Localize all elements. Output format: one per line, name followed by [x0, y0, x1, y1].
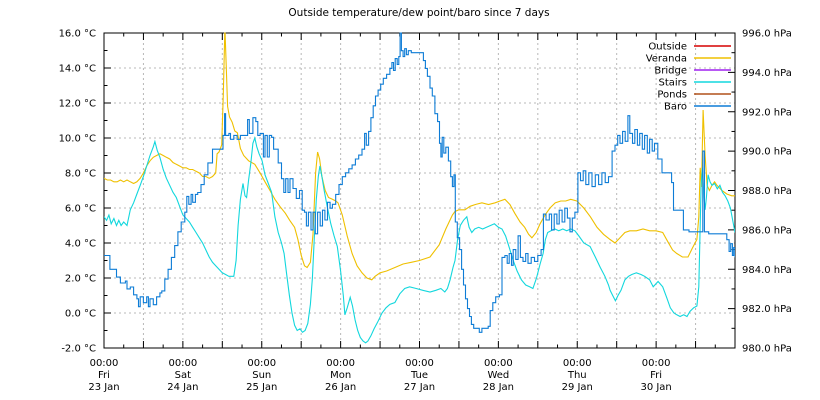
right-tick-label: 986.0 hPa	[742, 225, 792, 236]
legend-entry-veranda: Veranda	[646, 54, 731, 65]
left-tick-label: 6.0 °C	[65, 204, 96, 215]
legend-entry-bridge: Bridge	[654, 66, 731, 77]
svg-text:Wed: Wed	[487, 370, 509, 381]
svg-text:28 Jan: 28 Jan	[483, 382, 514, 393]
right-tick-label: 984.0 hPa	[742, 265, 792, 276]
data-series	[104, 32, 735, 344]
left-tick-label: 16.0 °C	[59, 29, 96, 40]
series-stairs-line	[104, 136, 735, 344]
legend-entry-baro: Baro	[664, 102, 731, 113]
svg-text:Fri: Fri	[650, 370, 662, 381]
series-veranda-line	[104, 32, 735, 281]
svg-text:Tue: Tue	[410, 370, 428, 381]
right-tick-label: 994.0 hPa	[742, 68, 792, 79]
legend-label: Outside	[648, 42, 687, 53]
svg-text:00:00: 00:00	[326, 358, 355, 369]
right-tick-label: 990.0 hPa	[742, 147, 792, 158]
svg-text:27 Jan: 27 Jan	[404, 382, 435, 393]
right-tick-label: 982.0 hPa	[742, 304, 792, 315]
axis-ticks	[104, 33, 735, 348]
svg-text:29 Jan: 29 Jan	[562, 382, 593, 393]
svg-text:00:00: 00:00	[484, 358, 513, 369]
right-tick-label: 980.0 hPa	[742, 344, 792, 355]
svg-text:24 Jan: 24 Jan	[167, 382, 198, 393]
left-tick-label: 4.0 °C	[65, 239, 96, 250]
svg-text:25 Jan: 25 Jan	[246, 382, 277, 393]
legend-label: Stairs	[659, 78, 688, 89]
left-tick-label: 2.0 °C	[65, 274, 96, 285]
svg-text:30 Jan: 30 Jan	[640, 382, 671, 393]
series-baro-line	[104, 32, 735, 333]
left-tick-label: 12.0 °C	[59, 99, 96, 110]
left-tick-label: 14.0 °C	[59, 64, 96, 75]
svg-text:Sun: Sun	[252, 370, 271, 381]
svg-text:Thu: Thu	[567, 370, 587, 381]
svg-text:Fri: Fri	[98, 370, 110, 381]
legend-label: Bridge	[654, 66, 687, 77]
svg-text:Sat: Sat	[175, 370, 191, 381]
legend-entry-outside: Outside	[648, 42, 731, 53]
legend-entry-ponds: Ponds	[657, 90, 731, 101]
right-tick-label: 988.0 hPa	[742, 186, 792, 197]
left-tick-label: -2.0 °C	[61, 344, 96, 355]
svg-text:23 Jan: 23 Jan	[88, 382, 119, 393]
right-axis-labels: 996.0 hPa 994.0 hPa 992.0 hPa 990.0 hPa 988.…	[742, 29, 792, 355]
grid-lines	[104, 33, 735, 348]
legend-entry-stairs: Stairs	[659, 78, 731, 89]
legend-label: Baro	[664, 102, 687, 113]
svg-text:00:00: 00:00	[168, 358, 197, 369]
svg-text:00:00: 00:00	[247, 358, 276, 369]
right-tick-label: 996.0 hPa	[742, 29, 792, 40]
svg-text:26 Jan: 26 Jan	[325, 382, 356, 393]
chart-title: Outside temperature/dew point/baro since…	[288, 7, 549, 19]
right-tick-label: 992.0 hPa	[742, 107, 792, 118]
svg-text:00:00: 00:00	[563, 358, 592, 369]
legend-label: Veranda	[646, 54, 687, 65]
svg-text:00:00: 00:00	[642, 358, 671, 369]
left-tick-label: 0.0 °C	[65, 309, 96, 320]
svg-text:Mon: Mon	[330, 370, 351, 381]
legend-label: Ponds	[657, 90, 687, 101]
left-tick-label: 8.0 °C	[65, 169, 96, 180]
svg-text:00:00: 00:00	[90, 358, 119, 369]
svg-text:00:00: 00:00	[405, 358, 434, 369]
left-axis-labels: 16.0 °C 14.0 °C 12.0 °C 10.0 °C 8.0 °C 6.0 °C…	[59, 29, 96, 355]
plot-border	[103, 32, 736, 349]
left-tick-label: 10.0 °C	[59, 134, 96, 145]
